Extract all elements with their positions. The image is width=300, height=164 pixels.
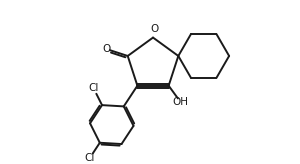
- Text: Cl: Cl: [84, 153, 95, 163]
- Text: O: O: [102, 44, 110, 54]
- Text: OH: OH: [172, 97, 188, 107]
- Text: O: O: [151, 24, 159, 34]
- Text: Cl: Cl: [88, 83, 99, 93]
